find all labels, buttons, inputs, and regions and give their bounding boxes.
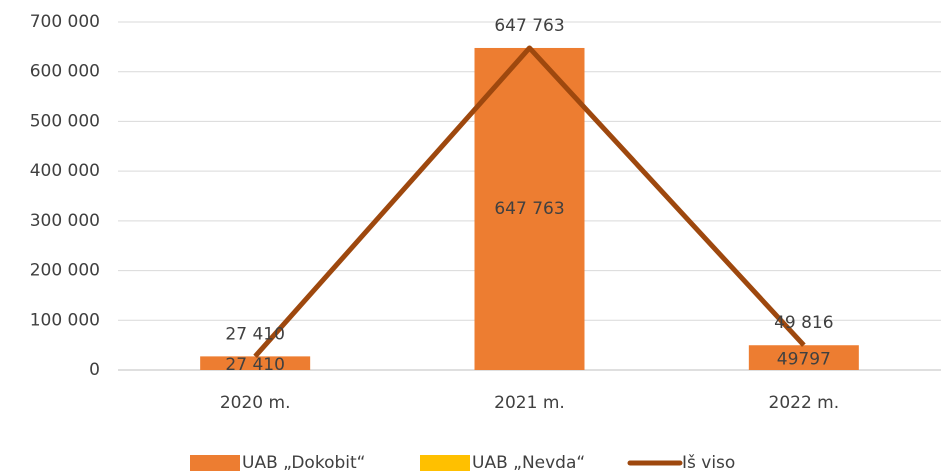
y-tick-label: 700 000	[30, 12, 100, 32]
legend-label: UAB „Dokobit“	[242, 453, 365, 473]
x-tick-label: 2020 m.	[220, 393, 291, 413]
legend-label: UAB „Nevda“	[472, 453, 585, 473]
data-label: 27 410	[225, 324, 284, 344]
data-label: 647 763	[494, 16, 564, 36]
x-tick-label: 2021 m.	[494, 393, 565, 413]
legend-swatch	[190, 455, 240, 471]
y-tick-label: 600 000	[30, 62, 100, 82]
bar	[748, 345, 859, 370]
bar	[200, 356, 311, 370]
y-tick-label: 0	[89, 360, 100, 380]
legend-swatch	[420, 455, 470, 471]
data-label: 49 816	[774, 313, 833, 333]
y-tick-label: 100 000	[30, 310, 100, 330]
legend-label: Iš viso	[682, 453, 735, 473]
data-label: 647 763	[494, 199, 564, 219]
y-tick-label: 400 000	[30, 161, 100, 181]
data-label: 49797	[777, 350, 831, 370]
total-line	[253, 45, 806, 359]
y-tick-label: 200 000	[30, 261, 100, 281]
x-tick-label: 2022 m.	[769, 393, 840, 413]
y-tick-label: 300 000	[30, 211, 100, 231]
bar	[474, 47, 585, 371]
data-label: 27 410	[225, 355, 284, 375]
y-tick-label: 500 000	[30, 111, 100, 131]
